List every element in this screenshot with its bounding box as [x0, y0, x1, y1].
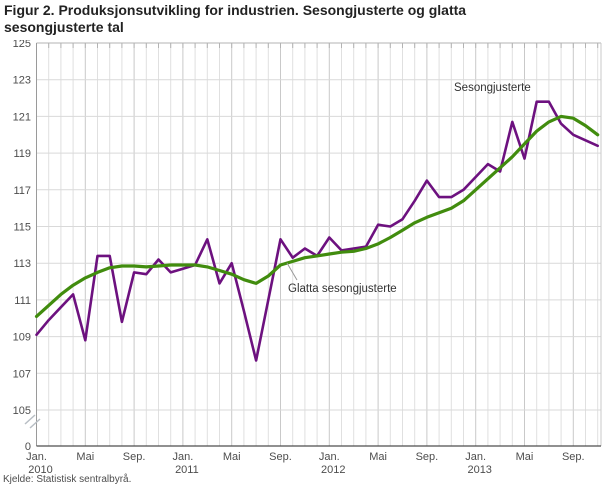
annotation-pointer-line [286, 262, 298, 281]
y-axis-break-icon [24, 414, 41, 429]
series-line-glatta [34, 114, 600, 318]
x-axis-tick-label: Sep. [416, 451, 439, 463]
vertical-gridlines [36, 43, 599, 446]
x-axis-tick-label: Sep. [562, 451, 585, 463]
x-axis-year-label: 2013 [467, 464, 491, 476]
chart-title: Figur 2. Produksjonsutvikling for indust… [4, 2, 467, 36]
y-axis-tick-label: 117 [13, 185, 31, 197]
series-label-sesongjusterte: Sesongjusterte [454, 82, 531, 94]
x-axis-tick-label: Mai [369, 451, 387, 463]
x-axis-year-label: 2011 [175, 464, 199, 476]
x-axis-tick-label: Jan. [319, 451, 340, 463]
source-note: Kjelde: Statistisk sentralbyrå. [3, 474, 132, 485]
x-axis-tick-label: Mai [223, 451, 241, 463]
y-axis-tick-label: 107 [13, 368, 31, 380]
break-slash [24, 414, 36, 425]
y-axis-tick-label: 113 [13, 258, 31, 270]
x-axis-tick-label: Sep. [123, 451, 146, 463]
chart-canvas: 1051071091111131151171191211231250Jan.20… [13, 40, 602, 476]
y-axis-tick-label: 115 [13, 222, 31, 234]
x-axis-tick-label: Mai [76, 451, 94, 463]
y-axis-tick-label: 111 [14, 295, 31, 307]
series-label-glatta: Glatta sesongjusterte [288, 283, 397, 295]
break-slash [29, 418, 41, 429]
y-axis-tick-label: 125 [13, 40, 31, 50]
y-axis-tick-label: 109 [13, 332, 31, 344]
y-axis-zero-label: 0 [25, 441, 31, 453]
x-axis-year-label: 2010 [28, 464, 52, 476]
x-axis-tick-label: Mai [516, 451, 534, 463]
y-axis-tick-label: 121 [13, 111, 31, 123]
x-axis-tick-label: Jan. [173, 451, 194, 463]
y-axis-tick-label: 123 [13, 75, 31, 87]
x-axis-tick-label: Jan. [26, 451, 47, 463]
x-axis-year-label: 2012 [321, 464, 345, 476]
y-axis-tick-label: 105 [13, 405, 31, 417]
x-axis-tick-label: Sep. [269, 451, 292, 463]
y-axis-tick-label: 119 [13, 148, 31, 160]
x-axis-tick-label: Jan. [465, 451, 486, 463]
